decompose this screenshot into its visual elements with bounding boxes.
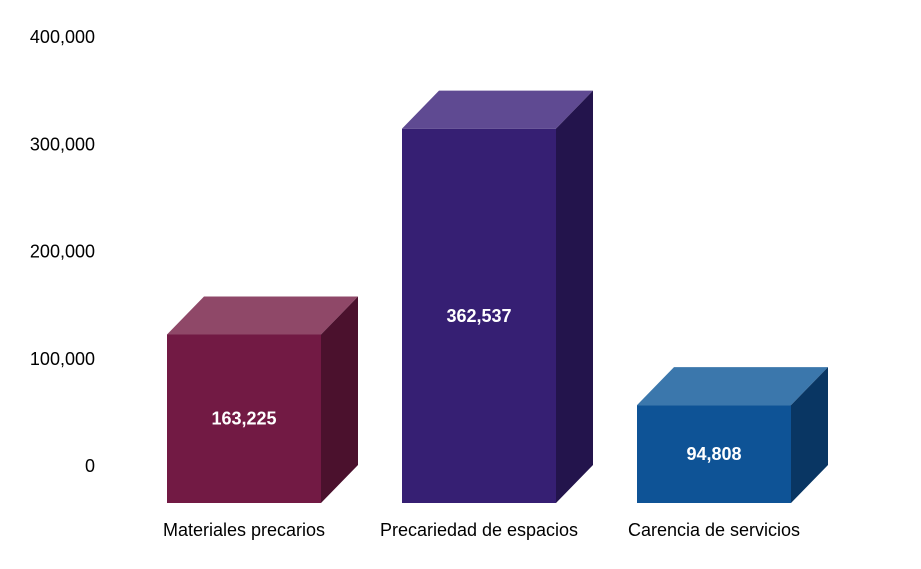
x-category-label: Materiales precarios <box>163 520 325 540</box>
x-axis: Materiales precarios Precariedad de espac… <box>163 520 800 540</box>
bar-top-face <box>637 367 828 406</box>
bar: 94,808 <box>637 367 828 503</box>
y-tick-label: 400,000 <box>30 27 95 47</box>
bar-value-label: 163,225 <box>211 409 276 429</box>
bar-side-face <box>556 90 593 504</box>
bar-front-face <box>637 405 791 503</box>
bar-front-face <box>402 128 556 503</box>
bar: 362,537 <box>402 90 593 504</box>
bar-value-label: 362,537 <box>446 306 511 326</box>
bar-front-face <box>167 334 321 503</box>
bar-side-face <box>321 296 358 503</box>
y-axis: 0 100,000 200,000 300,000 400,000 <box>30 27 95 476</box>
bar-top-face <box>402 90 593 129</box>
y-tick-label: 200,000 <box>30 242 95 262</box>
bars-group: 163,225 362,537 94,808 <box>167 90 828 504</box>
bar-value-label: 94,808 <box>686 444 741 464</box>
y-tick-label: 0 <box>85 456 95 476</box>
y-tick-label: 300,000 <box>30 134 95 154</box>
y-tick-label: 100,000 <box>30 349 95 369</box>
x-category-label: Precariedad de espacios <box>380 520 578 540</box>
x-category-label: Carencia de servicios <box>628 520 800 540</box>
bar-side-face <box>791 367 828 503</box>
bar: 163,225 <box>167 296 358 503</box>
bar-top-face <box>167 296 358 335</box>
